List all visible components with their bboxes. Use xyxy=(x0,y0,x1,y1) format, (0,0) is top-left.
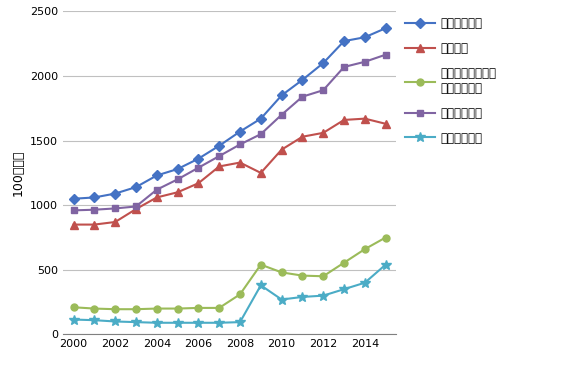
粗銅生産能力 xyxy=(382,26,389,30)
粗銅生産能力 xyxy=(340,39,347,43)
粗銅生産能力 xyxy=(195,157,202,161)
実効生産能力 xyxy=(216,154,223,158)
粗銅生産 xyxy=(257,171,264,175)
実効生産能力 xyxy=(299,94,306,99)
実効生産能力 xyxy=(174,177,181,182)
実効生産能力 xyxy=(320,88,327,92)
未稼働能力（名目
的過剰能力） xyxy=(362,247,369,252)
未稼働能力（名目
的過剰能力） xyxy=(195,306,202,310)
粗銅生産能力 xyxy=(299,78,306,82)
実効生産能力 xyxy=(195,165,202,170)
粗銅生産 xyxy=(195,181,202,185)
実効過剰能力 xyxy=(174,320,181,325)
粗銅生産 xyxy=(340,118,347,122)
実効過剰能力 xyxy=(278,297,285,302)
Line: 未稼働能力（名目
的過剰能力）: 未稼働能力（名目 的過剰能力） xyxy=(70,234,389,313)
実効過剰能力 xyxy=(195,320,202,325)
未稼働能力（名目
的過剰能力） xyxy=(112,307,119,312)
未稼働能力（名目
的過剰能力） xyxy=(340,260,347,265)
Line: 実効生産能力: 実効生産能力 xyxy=(70,51,389,214)
実効過剰能力 xyxy=(216,320,223,325)
未稼働能力（名目
的過剰能力） xyxy=(174,306,181,311)
Line: 実効過剰能力: 実効過剰能力 xyxy=(69,260,390,328)
未稼働能力（名目
的過剰能力） xyxy=(278,270,285,275)
未稼働能力（名目
的過剰能力） xyxy=(91,306,98,311)
粗銅生産能力 xyxy=(362,35,369,40)
実効生産能力 xyxy=(112,206,119,211)
粗銅生産能力 xyxy=(153,173,160,178)
粗銅生産能力 xyxy=(216,144,223,148)
未稼働能力（名目
的過剰能力） xyxy=(299,273,306,278)
粗銅生産 xyxy=(91,222,98,227)
実効過剰能力 xyxy=(340,287,347,291)
実効過剰能力 xyxy=(299,294,306,299)
実効過剰能力 xyxy=(257,283,264,288)
実効生産能力 xyxy=(133,204,139,209)
実効過剰能力 xyxy=(133,320,139,325)
Y-axis label: 100万トン: 100万トン xyxy=(11,150,25,196)
粗銅生産 xyxy=(174,190,181,195)
粗銅生産能力 xyxy=(133,185,139,189)
粗銅生産 xyxy=(320,131,327,135)
未稼働能力（名目
的過剰能力） xyxy=(382,235,389,240)
実効過剰能力 xyxy=(382,262,389,267)
未稼働能力（名目
的過剰能力） xyxy=(133,307,139,312)
実効過剰能力 xyxy=(91,318,98,323)
未稼働能力（名目
的過剰能力） xyxy=(257,262,264,267)
実効生産能力 xyxy=(382,52,389,57)
粗銅生産 xyxy=(112,220,119,224)
粗銅生産能力 xyxy=(320,61,327,65)
粗銅生産能力 xyxy=(236,129,243,134)
粗銅生産 xyxy=(362,116,369,121)
粗銅生産 xyxy=(382,122,389,126)
粗銅生産能力 xyxy=(278,93,285,98)
Line: 粗銅生産能力: 粗銅生産能力 xyxy=(70,25,389,202)
粗銅生産 xyxy=(216,164,223,169)
未稼働能力（名目
的過剰能力） xyxy=(320,274,327,279)
実効生産能力 xyxy=(70,208,77,213)
実効生産能力 xyxy=(236,142,243,147)
実効生産能力 xyxy=(340,65,347,69)
粗銅生産能力 xyxy=(112,191,119,196)
未稼働能力（名目
的過剰能力） xyxy=(216,306,223,310)
実効過剰能力 xyxy=(153,320,160,325)
実効過剰能力 xyxy=(362,280,369,285)
粗銅生産 xyxy=(299,135,306,139)
実効過剰能力 xyxy=(320,293,327,298)
粗銅生産能力 xyxy=(257,116,264,121)
Legend: 粗銅生産能力, 粗銅生産, 未稼働能力（名目
的過剰能力）, 実効生産能力, 実効過剰能力: 粗銅生産能力, 粗銅生産, 未稼働能力（名目 的過剰能力）, 実効生産能力, 実… xyxy=(405,17,497,144)
粗銅生産能力 xyxy=(174,167,181,171)
粗銅生産 xyxy=(133,207,139,211)
実効生産能力 xyxy=(278,112,285,117)
粗銅生産能力 xyxy=(70,196,77,201)
実効生産能力 xyxy=(153,187,160,192)
粗銅生産能力 xyxy=(91,195,98,200)
実効生産能力 xyxy=(362,60,369,64)
未稼働能力（名目
的過剰能力） xyxy=(236,292,243,297)
実効過剰能力 xyxy=(70,317,77,322)
実効生産能力 xyxy=(257,132,264,136)
実効過剰能力 xyxy=(112,319,119,324)
Line: 粗銅生産: 粗銅生産 xyxy=(69,115,390,228)
実効過剰能力 xyxy=(236,320,243,325)
未稼働能力（名目
的過剰能力） xyxy=(70,305,77,310)
粗銅生産 xyxy=(70,222,77,227)
粗銅生産 xyxy=(153,195,160,200)
粗銅生産 xyxy=(236,160,243,165)
未稼働能力（名目
的過剰能力） xyxy=(153,306,160,311)
粗銅生産 xyxy=(278,147,285,152)
実効生産能力 xyxy=(91,207,98,212)
